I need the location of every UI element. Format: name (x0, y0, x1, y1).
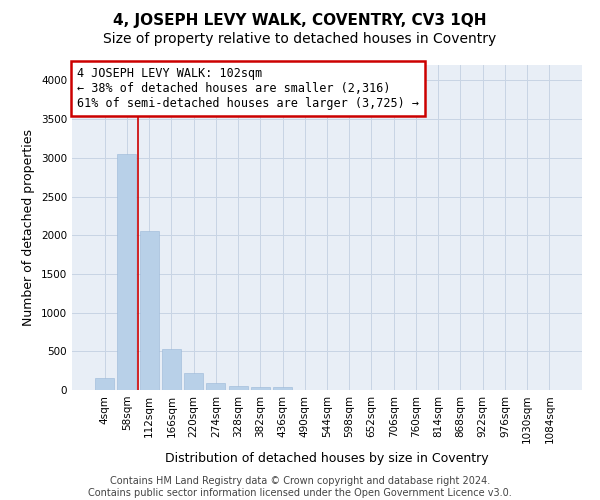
Bar (95, 378, 114, 390)
Text: Size of property relative to detached houses in Coventry: Size of property relative to detached ho… (103, 32, 497, 46)
Bar (118, 154, 136, 390)
Bar (184, 374, 203, 390)
Bar (251, 386, 270, 390)
Bar (140, 230, 158, 390)
Text: Contains HM Land Registry data © Crown copyright and database right 2024.
Contai: Contains HM Land Registry data © Crown c… (88, 476, 512, 498)
Bar (206, 383, 225, 390)
X-axis label: Distribution of detached houses by size in Coventry: Distribution of detached houses by size … (165, 452, 489, 465)
Bar (273, 388, 292, 390)
Bar (229, 386, 248, 390)
Text: 4, JOSEPH LEVY WALK, COVENTRY, CV3 1QH: 4, JOSEPH LEVY WALK, COVENTRY, CV3 1QH (113, 12, 487, 28)
Bar (162, 349, 181, 390)
Text: 4 JOSEPH LEVY WALK: 102sqm
← 38% of detached houses are smaller (2,316)
61% of s: 4 JOSEPH LEVY WALK: 102sqm ← 38% of deta… (77, 66, 419, 110)
Y-axis label: Number of detached properties: Number of detached properties (22, 129, 35, 326)
